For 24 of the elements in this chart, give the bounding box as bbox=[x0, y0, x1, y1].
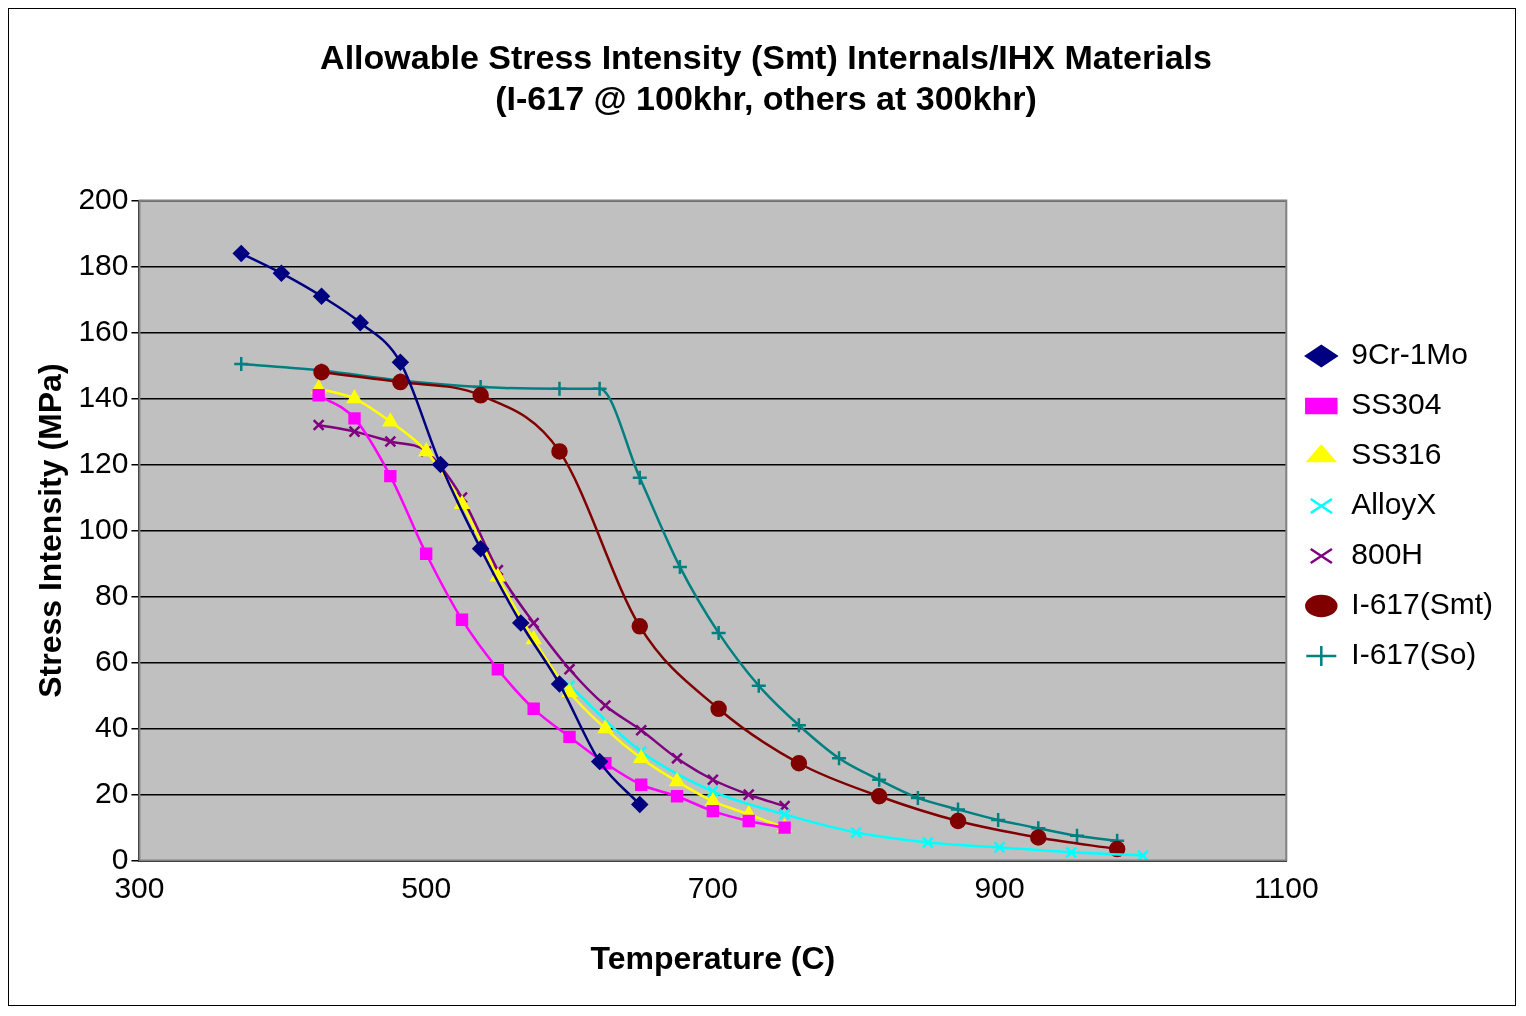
chart-title: Allowable Stress Intensity (Smt) Internals/IHX Materials (I-617 @ 100khr, others at 300khr) bbox=[320, 37, 1212, 117]
legend-label: 800H bbox=[1351, 537, 1424, 571]
y-tick-label: 140 bbox=[78, 379, 129, 413]
x-tick-label: 900 bbox=[974, 870, 1025, 904]
legend-label: 9Cr-1Mo bbox=[1351, 337, 1469, 371]
y-tick-label: 100 bbox=[78, 511, 129, 545]
legend-label: AlloyX bbox=[1351, 487, 1437, 521]
x-tick-label: 500 bbox=[401, 870, 452, 904]
y-tick-label: 40 bbox=[95, 709, 129, 743]
y-tick-label: 200 bbox=[78, 181, 129, 215]
y-tick-label: 60 bbox=[95, 643, 129, 677]
legend-label: I-617(So) bbox=[1351, 637, 1477, 671]
legend-label: SS316 bbox=[1351, 437, 1442, 471]
y-tick-label: 20 bbox=[95, 775, 129, 809]
x-tick-label: 700 bbox=[687, 870, 738, 904]
y-tick-label: 160 bbox=[78, 313, 129, 347]
x-tick-label: 1100 bbox=[1254, 870, 1319, 904]
x-axis-title: Temperature (C) bbox=[590, 939, 836, 976]
legend-label: I-617(Smt) bbox=[1351, 587, 1494, 621]
y-axis-title: Stress Intensity (MPa) bbox=[32, 363, 69, 698]
y-tick-label: 120 bbox=[78, 445, 129, 479]
y-tick-label: 80 bbox=[95, 577, 129, 611]
legend-label: SS304 bbox=[1351, 387, 1442, 421]
y-tick-label: 180 bbox=[78, 247, 129, 281]
